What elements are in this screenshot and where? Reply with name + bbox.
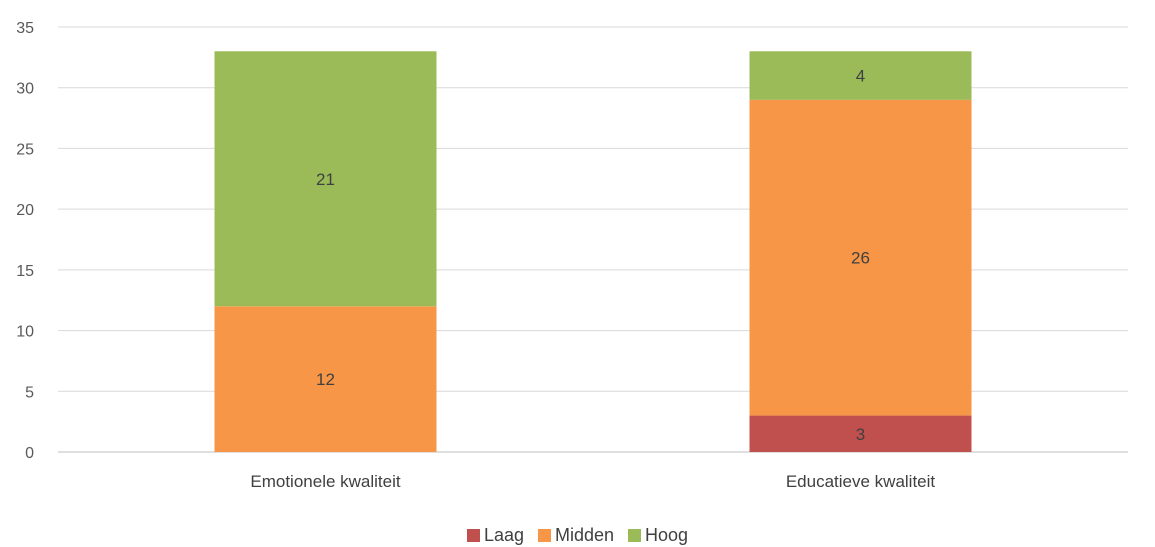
bars: 12 21 3 26 4 — [214, 51, 972, 452]
legend-swatch — [466, 528, 480, 542]
legend-item-laag: Laag — [466, 524, 524, 546]
bar-segment-midden — [749, 99, 972, 416]
x-axis-category-labels: Emotionele kwaliteit Educatieve kwaliteit — [250, 472, 935, 491]
bar-segment-hoog — [214, 51, 437, 307]
y-tick-label: 25 — [16, 141, 34, 158]
y-tick-label: 15 — [16, 263, 34, 280]
y-tick-label: 0 — [25, 445, 34, 462]
stacked-bar-chart: 0 5 10 15 20 25 30 35 12 21 3 26 4 Emotionele kwali… — [16, 20, 1128, 491]
y-tick-label: 10 — [16, 324, 34, 341]
legend-label: Hoog — [645, 524, 689, 545]
data-label: 26 — [851, 249, 870, 268]
bar-segment-midden — [214, 306, 437, 452]
category-label: Emotionele kwaliteit — [250, 472, 401, 491]
y-tick-label: 30 — [16, 81, 34, 98]
bar-segment-hoog — [749, 51, 972, 100]
legend-label: Laag — [483, 524, 524, 545]
legend-swatch — [537, 528, 551, 542]
data-label: 12 — [316, 370, 335, 389]
data-label: 3 — [856, 425, 865, 444]
y-axis-tick-labels: 0 5 10 15 20 25 30 35 — [16, 20, 34, 462]
y-tick-label: 20 — [16, 202, 34, 219]
data-label: 4 — [856, 67, 865, 86]
bar-segment-laag — [749, 415, 972, 452]
legend-swatch — [628, 528, 642, 542]
legend-item-midden: Midden — [537, 524, 615, 546]
data-label: 21 — [316, 170, 335, 189]
legend: Laag Midden Hoog — [0, 523, 1155, 547]
y-tick-label: 35 — [16, 20, 34, 37]
y-tick-label: 5 — [25, 384, 34, 401]
category-label: Educatieve kwaliteit — [786, 472, 936, 491]
legend-label: Midden — [554, 524, 615, 545]
legend-item-hoog: Hoog — [628, 525, 688, 546]
